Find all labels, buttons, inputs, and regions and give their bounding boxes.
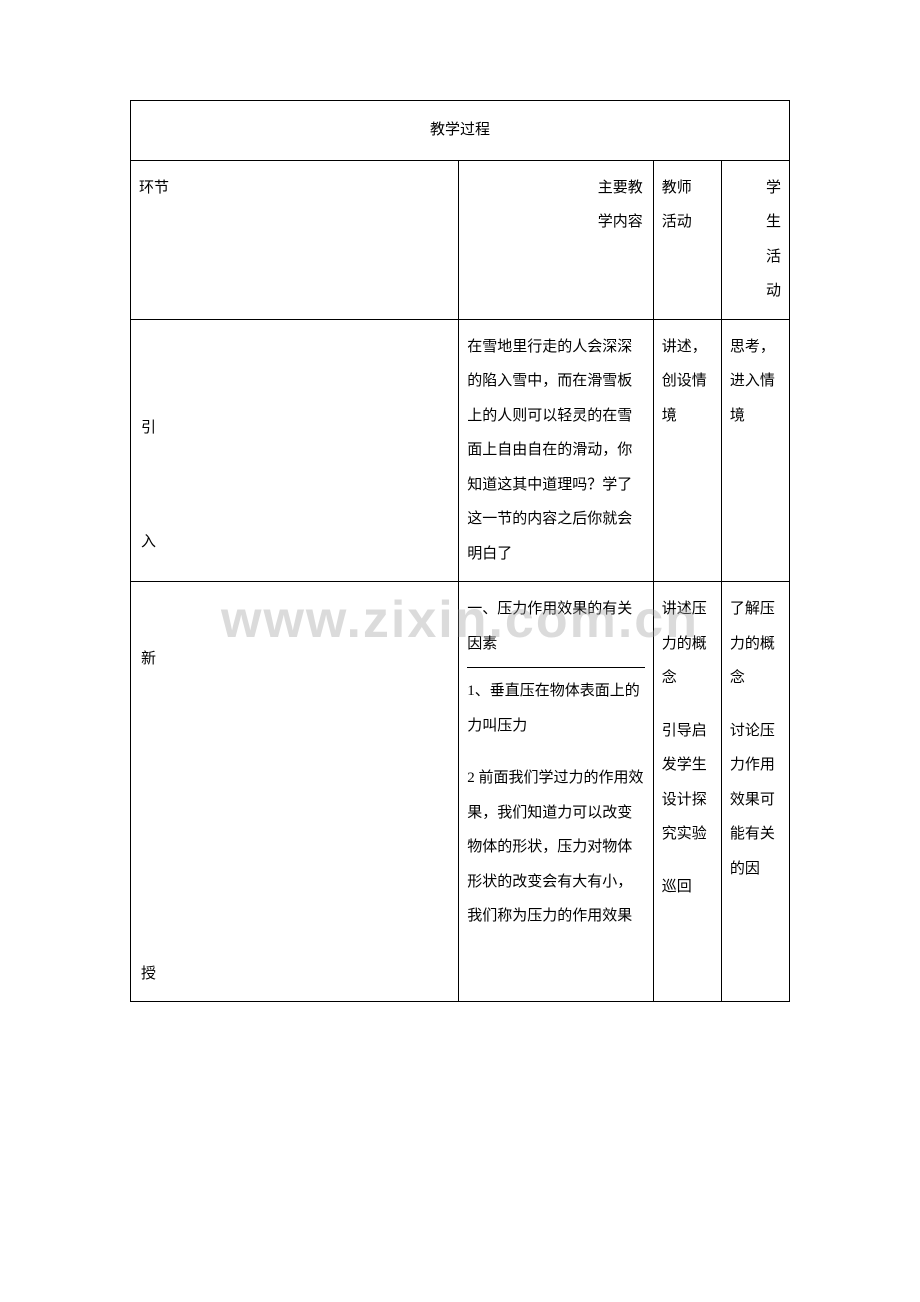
new-label: 新 授 xyxy=(131,582,459,1002)
header-col1: 环节 xyxy=(131,160,459,319)
hdr-col3-l1: 教师 xyxy=(662,180,692,196)
intro-label-bottom: 入 xyxy=(141,534,156,550)
new-content: 一、压力作用效果的有关因素 1、垂直压在物体表面上的力叫压力 2 前面我们学过力… xyxy=(459,582,654,1002)
section-title: 教学过程 xyxy=(131,101,790,161)
header-col3: 教师 活动 xyxy=(653,160,721,319)
new-content-p3: 2 前面我们学过力的作用效果，我们知道力可以改变物体的形状，压力对物体形状的改变… xyxy=(467,770,643,924)
hdr-col4-l3: 活 xyxy=(766,249,781,265)
section-row: 教学过程 xyxy=(131,101,790,161)
intro-content: 在雪地里行走的人会深深的陷入雪中，而在滑雪板上的人则可以轻灵的在雪面上自由自在的… xyxy=(459,319,654,582)
new-content-p2: 1、垂直压在物体表面上的力叫压力 xyxy=(467,683,640,734)
intro-row: 引 入 在雪地里行走的人会深深的陷入雪中，而在滑雪板上的人则可以轻灵的在雪面上自… xyxy=(131,319,790,582)
header-col2: 主要教 学内容 xyxy=(459,160,654,319)
intro-student: 思考，进入情境 xyxy=(721,319,789,582)
hdr-col4-l2: 生 xyxy=(766,214,781,230)
hdr-col3-l2: 活动 xyxy=(662,214,692,230)
new-student-p1: 了解压力的概念 xyxy=(730,601,775,686)
intro-label: 引 入 xyxy=(131,319,459,582)
intro-label-top: 引 xyxy=(141,420,156,436)
new-student: 了解压力的概念 讨论压力作用效果可能有关的因 xyxy=(721,582,789,1002)
hdr-col2-l1: 主要教 xyxy=(598,180,643,196)
new-teacher: 讲述压力的概念 引导启发学生设计探究实验 巡回 xyxy=(653,582,721,1002)
new-row: 新 授 一、压力作用效果的有关因素 1、垂直压在物体表面上的力叫压力 2 前面我… xyxy=(131,582,790,1002)
header-col4: 学 生 活 动 xyxy=(721,160,789,319)
new-teacher-p1: 讲述压力的概念 xyxy=(662,601,707,686)
hdr-col4-l1: 学 xyxy=(766,180,781,196)
new-label-bottom: 授 xyxy=(141,966,156,982)
hdr-col1-text: 环节 xyxy=(139,180,169,196)
intro-teacher: 讲述，创设情境 xyxy=(653,319,721,582)
lesson-table: 教学过程 环节 主要教 学内容 教师 活动 学 生 活 动 引 入 在雪地里行走… xyxy=(130,100,790,1002)
hdr-col4-l4: 动 xyxy=(766,283,781,299)
hdr-col2-l2: 学内容 xyxy=(598,214,643,230)
new-content-p1: 一、压力作用效果的有关因素 xyxy=(467,601,632,652)
header-row: 环节 主要教 学内容 教师 活动 学 生 活 动 xyxy=(131,160,790,319)
new-student-p2: 讨论压力作用效果可能有关的因 xyxy=(730,723,775,877)
new-label-top: 新 xyxy=(141,651,156,667)
new-teacher-p3: 巡回 xyxy=(662,879,692,895)
new-teacher-p2: 引导启发学生设计探究实验 xyxy=(662,723,707,843)
